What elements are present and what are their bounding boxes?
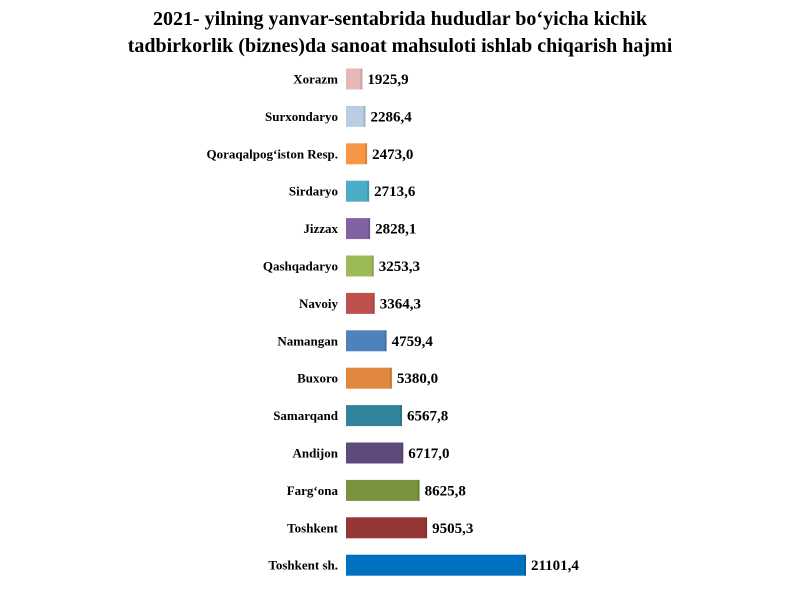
category-label: Buxoro: [297, 371, 338, 386]
value-label: 9505,3: [432, 521, 473, 537]
bar: [346, 367, 392, 389]
category-label: Navoiy: [299, 296, 339, 311]
bar: [346, 105, 366, 127]
value-label: 2828,1: [375, 222, 416, 238]
value-label: 5380,0: [397, 371, 438, 387]
bar-edge: [360, 68, 363, 90]
category-label: Jizzax: [303, 221, 338, 236]
category-label: Samarqand: [273, 408, 339, 423]
category-label: Qoraqalpog‘iston Resp.: [207, 146, 338, 161]
category-label: Qashqadaryo: [263, 259, 338, 274]
bar: [346, 68, 363, 90]
bar-edge: [400, 405, 403, 427]
value-label: 6717,0: [408, 446, 449, 462]
value-label: 2713,6: [374, 184, 416, 200]
bar-edge: [401, 442, 404, 464]
value-label: 2473,0: [372, 147, 413, 163]
value-label: 1925,9: [367, 72, 408, 88]
bar: [346, 405, 403, 427]
bar: [346, 255, 374, 277]
bar: [346, 330, 387, 352]
bar: [346, 442, 404, 464]
category-label: Andijon: [292, 446, 338, 461]
bar-edge: [389, 367, 392, 389]
chart-title-line-1: 2021- yilning yanvar-sentabrida hududlar…: [152, 8, 647, 30]
bar-edge: [363, 105, 366, 127]
bar-edge: [417, 479, 420, 501]
bar: [346, 180, 370, 202]
bar-edge: [524, 554, 526, 576]
chart-title: 2021- yilning yanvar-sentabrida hududlar…: [0, 6, 800, 60]
value-label: 3364,3: [380, 296, 421, 312]
category-label: Namangan: [277, 333, 338, 348]
bar: [346, 554, 526, 576]
bar: [346, 218, 371, 240]
value-label: 21101,4: [531, 558, 579, 574]
value-label: 4759,4: [392, 334, 434, 350]
category-label: Toshkent: [287, 520, 338, 535]
value-label: 8625,8: [425, 483, 466, 499]
category-label: Toshkent sh.: [268, 558, 338, 573]
chart-title-line-2: tadbirkorlik (biznes)da sanoat mahsuloti…: [127, 35, 673, 57]
category-label: Xorazm: [293, 72, 338, 87]
bar-edge: [425, 517, 428, 539]
bar: [346, 292, 375, 314]
bar-edge: [365, 143, 368, 165]
bar-edge: [372, 292, 375, 314]
bar: [346, 479, 420, 501]
value-label: 2286,4: [371, 109, 413, 125]
bar-edge: [368, 218, 371, 240]
category-label: Farg‘ona: [287, 483, 339, 498]
bar: [346, 143, 368, 165]
category-label: Surxondaryo: [265, 109, 338, 124]
bar-edge: [384, 330, 387, 352]
bar-edge: [371, 255, 374, 277]
value-label: 3253,3: [379, 259, 420, 275]
value-label: 6567,8: [407, 409, 448, 425]
bar: [346, 517, 428, 539]
category-label: Sirdaryo: [289, 184, 338, 199]
bar-edge: [367, 180, 370, 202]
